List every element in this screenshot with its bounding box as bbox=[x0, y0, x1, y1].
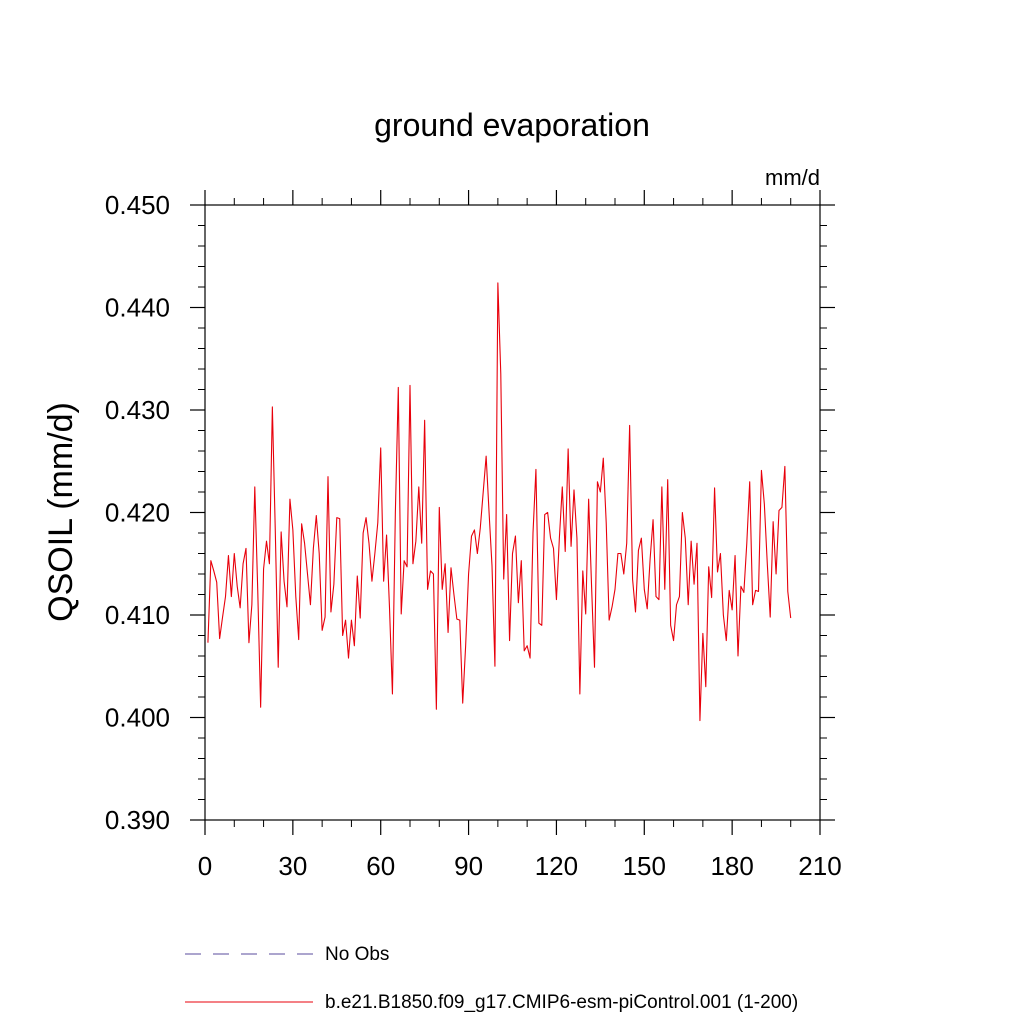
x-tick-label: 180 bbox=[710, 851, 753, 881]
plot-frame bbox=[204, 204, 821, 821]
y-axis-label: QSOIL (mm/d) bbox=[42, 402, 80, 622]
x-tick-label: 210 bbox=[798, 851, 841, 881]
series-layer bbox=[207, 282, 792, 722]
y-tick-label: 0.440 bbox=[105, 293, 170, 323]
legend: No Obs b.e21.B1850.f09_g17.CMIP6-esm-piC… bbox=[185, 944, 798, 1013]
series-line-1 bbox=[207, 282, 792, 722]
y-tick-label: 0.390 bbox=[105, 805, 170, 835]
x-tick-label: 120 bbox=[535, 851, 578, 881]
x-tick-label: 150 bbox=[623, 851, 666, 881]
legend-label-model-run: b.e21.B1850.f09_g17.CMIP6-esm-piControl.… bbox=[325, 992, 798, 1013]
legend-label-no-obs: No Obs bbox=[325, 944, 389, 965]
units-label: mm/d bbox=[765, 165, 820, 190]
y-tick-label: 0.450 bbox=[105, 190, 170, 220]
y-tick-label: 0.420 bbox=[105, 498, 170, 528]
axis-ticks bbox=[190, 190, 835, 835]
y-tick-label: 0.430 bbox=[105, 395, 170, 425]
chart-title: ground evaporation bbox=[374, 107, 650, 143]
x-tick-label: 60 bbox=[366, 851, 395, 881]
axis-tick-labels: 0 30 60 90 120 150 180 210 0.390 0.400 0.410 0.420 0… bbox=[105, 190, 842, 881]
x-tick-label: 30 bbox=[278, 851, 307, 881]
x-tick-label: 0 bbox=[198, 851, 212, 881]
y-tick-label: 0.410 bbox=[105, 600, 170, 630]
y-tick-label: 0.400 bbox=[105, 703, 170, 733]
x-tick-label: 90 bbox=[454, 851, 483, 881]
